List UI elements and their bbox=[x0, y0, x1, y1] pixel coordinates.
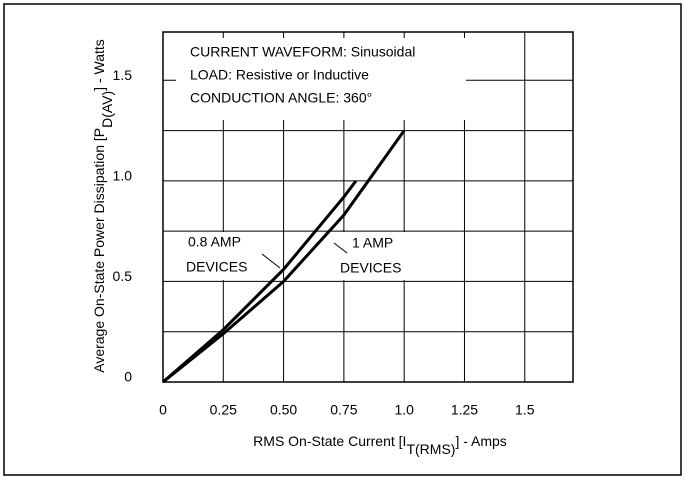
y-tick-label: 0.5 bbox=[113, 268, 133, 284]
x-tick-label: 0.75 bbox=[330, 402, 357, 418]
leader-line bbox=[261, 253, 281, 269]
y-tick-label: 1.5 bbox=[113, 67, 133, 83]
plot-border bbox=[162, 31, 574, 383]
axis-label-text: Average On-State Power Dissipation [P bbox=[91, 128, 107, 373]
y-tick-label: 1.0 bbox=[113, 168, 133, 184]
annotation: 1 AMP bbox=[352, 235, 393, 251]
annotation: CURRENT WAVEFORM: Sinusoidal bbox=[190, 44, 415, 60]
x-tick-label: 0.25 bbox=[210, 402, 237, 418]
axis-label: Average On-State Power Dissipation [PD(A… bbox=[91, 39, 115, 373]
axis-label-text: ] - Watts bbox=[91, 39, 107, 91]
series-line bbox=[162, 179, 358, 384]
axis-label-sub: T(RMS) bbox=[406, 441, 455, 457]
axis-label-sub: D(AV) bbox=[99, 91, 115, 128]
x-tick-label: 1.0 bbox=[394, 402, 414, 418]
x-tick-label: 1.25 bbox=[451, 402, 478, 418]
annotation: LOAD: Resistive or Inductive bbox=[190, 67, 369, 83]
annotation: 0.8 AMP bbox=[188, 234, 241, 250]
leader-line bbox=[333, 242, 348, 254]
annotation: CONDUCTION ANGLE: 360° bbox=[190, 90, 372, 106]
axis-label: RMS On-State Current [IT(RMS)] - Amps bbox=[253, 433, 507, 457]
x-tick-label: 1.5 bbox=[515, 402, 535, 418]
annotation-box bbox=[176, 38, 466, 120]
axis-label-text: RMS On-State Current [I bbox=[253, 433, 406, 449]
annotation: DEVICES bbox=[340, 260, 401, 276]
y-tick-label: 0 bbox=[124, 369, 132, 385]
series-line bbox=[162, 129, 406, 384]
x-tick-label: 0.50 bbox=[270, 402, 297, 418]
x-tick-label: 0 bbox=[159, 402, 167, 418]
annotation: DEVICES bbox=[186, 259, 247, 275]
label-bg bbox=[338, 232, 418, 280]
axis-label-text: ] - Amps bbox=[455, 433, 506, 449]
label-bg bbox=[183, 232, 261, 280]
